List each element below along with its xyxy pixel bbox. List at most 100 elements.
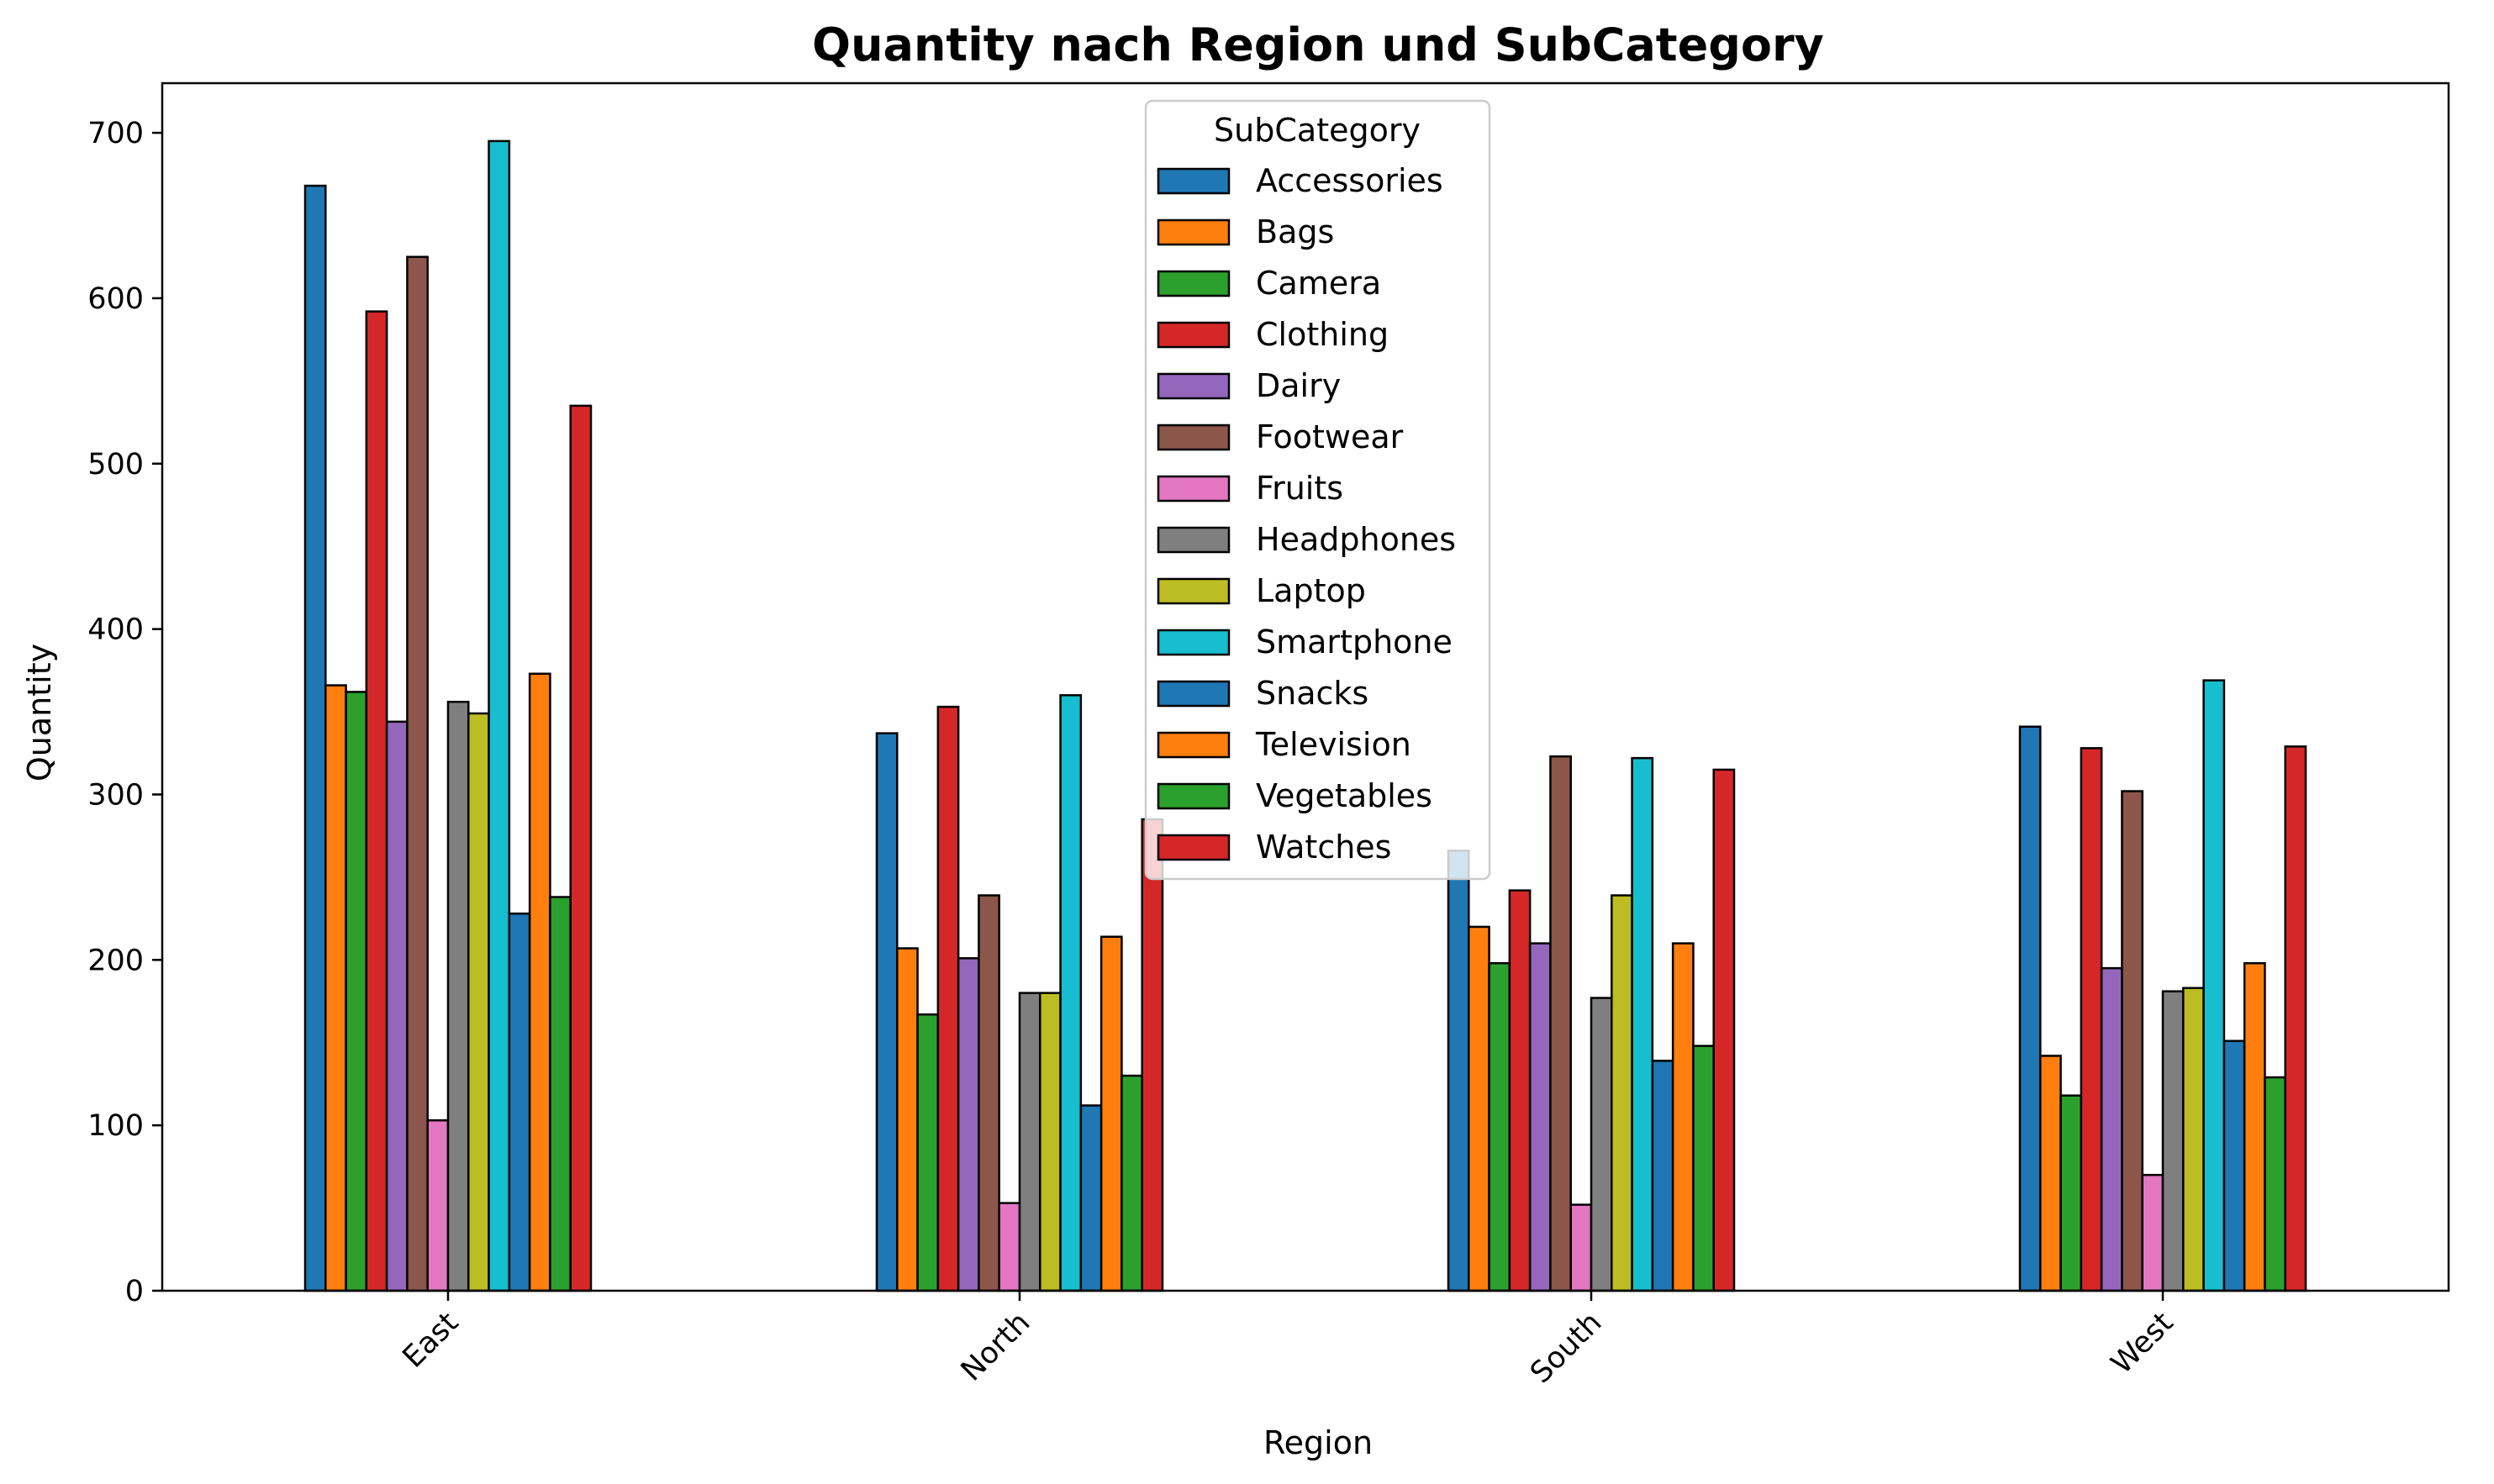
bar-camera-west [2059, 1094, 2083, 1292]
bar-smartphone-west [2202, 679, 2226, 1292]
x-axis-label: Region [1263, 1424, 1373, 1461]
bar-headphones-north [1018, 992, 1041, 1292]
legend-swatch-dairy [1157, 372, 1231, 400]
bar-bags-north [896, 947, 919, 1292]
legend-title: SubCategory [1214, 112, 1421, 149]
x-tick-label-north: North [955, 1306, 1037, 1388]
bar-accessories-north [875, 732, 899, 1292]
bar-dairy-east [385, 720, 409, 1292]
bar-accessories-west [2018, 725, 2042, 1292]
bar-headphones-west [2161, 990, 2185, 1292]
legend-label-accessories: Accessories [1256, 162, 1443, 199]
bar-dairy-south [1528, 942, 1552, 1292]
bar-fruits-south [1569, 1203, 1593, 1292]
legend-label-footwear: Footwear [1256, 418, 1404, 455]
bar-headphones-south [1590, 997, 1613, 1292]
bar-watches-east [569, 404, 593, 1292]
bar-fruits-east [426, 1118, 450, 1292]
bar-snacks-south [1651, 1060, 1674, 1292]
legend-label-bags: Bags [1256, 213, 1334, 250]
y-tick-label: 200 [87, 944, 144, 977]
legend-swatch-headphones [1157, 526, 1231, 554]
bar-footwear-west [2121, 790, 2143, 1292]
chart-title: Quantity nach Region und SubCategory [812, 18, 1824, 71]
legend-label-vegetables: Vegetables [1256, 777, 1432, 814]
y-tick-label: 100 [87, 1109, 144, 1143]
bar-fruits-west [2141, 1173, 2164, 1292]
bar-camera-north [916, 1013, 940, 1292]
y-tick-label: 300 [87, 778, 144, 812]
legend-swatch-smartphone [1157, 629, 1231, 656]
bar-clothing-west [2080, 747, 2103, 1292]
bar-camera-east [345, 691, 368, 1292]
legend: SubCategory Accessories Bags Camera Clothin… [1144, 99, 1491, 881]
bar-clothing-east [365, 310, 388, 1292]
bar-fruits-north [998, 1202, 1021, 1292]
legend-swatch-watches [1157, 834, 1231, 861]
legend-swatch-vegetables [1157, 782, 1231, 810]
bar-television-south [1671, 942, 1695, 1292]
bar-footwear-north [978, 894, 1000, 1292]
bar-dairy-north [957, 957, 980, 1292]
legend-label-fruits: Fruits [1256, 470, 1343, 507]
bar-vegetables-north [1120, 1074, 1143, 1292]
bar-snacks-west [2222, 1039, 2246, 1292]
legend-label-smartphone: Smartphone [1256, 624, 1453, 660]
y-tick-label: 700 [87, 117, 144, 150]
bar-television-north [1099, 935, 1123, 1292]
plot-frame [161, 82, 2450, 1292]
legend-label-laptop: Laptop [1256, 572, 1366, 609]
legend-label-snacks: Snacks [1256, 675, 1368, 712]
bar-camera-south [1488, 961, 1511, 1292]
bar-vegetables-east [549, 896, 572, 1292]
x-tick-label-west: West [2105, 1306, 2180, 1381]
bar-laptop-east [467, 712, 490, 1292]
y-axis-label: Quantity [21, 644, 58, 781]
bar-watches-north [1141, 818, 1164, 1292]
x-tick-label-south: South [1524, 1306, 1608, 1390]
bar-vegetables-west [2264, 1076, 2286, 1292]
bar-television-east [528, 672, 551, 1292]
y-tick-label: 400 [87, 613, 144, 647]
bar-smartphone-south [1631, 756, 1654, 1292]
legend-swatch-fruits [1157, 475, 1231, 503]
legend-swatch-laptop [1157, 577, 1231, 605]
bar-television-west [2243, 961, 2266, 1292]
legend-label-dairy: Dairy [1256, 367, 1341, 404]
legend-label-television: Television [1255, 726, 1411, 763]
bar-smartphone-north [1059, 694, 1083, 1292]
legend-swatch-bags [1157, 218, 1231, 246]
bar-snacks-north [1079, 1104, 1103, 1292]
bar-dairy-west [2100, 966, 2123, 1292]
legend-label-headphones: Headphones [1256, 521, 1456, 558]
bar-vegetables-south [1692, 1045, 1715, 1292]
bar-accessories-east [303, 184, 327, 1292]
legend-swatch-television [1157, 731, 1231, 759]
x-ticks-group: East North South West [397, 1291, 2180, 1390]
y-ticks-group: 0 100 200 300 400 500 600 700 [87, 117, 162, 1308]
legend-swatch-footwear [1157, 424, 1231, 451]
bar-snacks-east [508, 912, 531, 1292]
y-tick-label: 0 [125, 1275, 144, 1308]
bar-laptop-south [1611, 894, 1633, 1292]
legend-label-clothing: Clothing [1256, 316, 1389, 353]
bar-footwear-south [1549, 755, 1572, 1292]
bar-accessories-south [1447, 850, 1470, 1292]
legend-label-camera: Camera [1256, 265, 1381, 302]
y-tick-label: 600 [87, 282, 144, 316]
legend-swatch-clothing [1157, 321, 1231, 349]
bar-laptop-west [2182, 987, 2205, 1292]
legend-swatch-camera [1157, 270, 1231, 297]
legend-swatch-snacks [1157, 680, 1231, 708]
legend-label-watches: Watches [1256, 829, 1391, 866]
bars-group [303, 139, 2307, 1292]
bar-bags-east [324, 684, 347, 1292]
legend-box [1144, 99, 1491, 881]
bar-headphones-east [446, 700, 470, 1292]
legend-swatch-accessories [1157, 167, 1231, 195]
bar-watches-west [2284, 745, 2307, 1292]
bar-bags-south [1468, 925, 1490, 1292]
bar-laptop-north [1039, 992, 1062, 1292]
bar-watches-south [1712, 768, 1736, 1292]
